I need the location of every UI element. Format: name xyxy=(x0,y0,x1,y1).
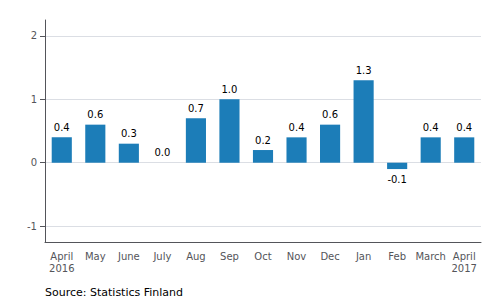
svg-text:Source: Statistics Finland: Source: Statistics Finland xyxy=(45,286,183,299)
svg-text:1.3: 1.3 xyxy=(356,65,372,76)
svg-text:March: March xyxy=(415,251,445,262)
svg-text:2: 2 xyxy=(31,30,37,41)
svg-text:April: April xyxy=(453,251,476,262)
svg-text:2017: 2017 xyxy=(452,263,477,274)
svg-text:Dec: Dec xyxy=(320,251,339,262)
svg-text:Sep: Sep xyxy=(220,251,239,262)
svg-text:June: June xyxy=(117,251,140,262)
svg-text:Aug: Aug xyxy=(186,251,206,262)
svg-text:0.3: 0.3 xyxy=(121,128,137,139)
svg-text:Oct: Oct xyxy=(254,251,271,262)
svg-text:Feb: Feb xyxy=(388,251,406,262)
svg-text:0.7: 0.7 xyxy=(188,103,204,114)
svg-text:0.6: 0.6 xyxy=(87,109,103,120)
svg-text:0.0: 0.0 xyxy=(154,147,170,158)
svg-text:0.2: 0.2 xyxy=(255,135,271,146)
svg-text:0.4: 0.4 xyxy=(423,122,439,133)
svg-text:July: July xyxy=(152,251,171,262)
svg-text:1.0: 1.0 xyxy=(222,84,238,95)
svg-text:0.4: 0.4 xyxy=(456,122,472,133)
svg-text:2016: 2016 xyxy=(49,263,74,274)
svg-text:Nov: Nov xyxy=(287,251,307,262)
svg-text:0.4: 0.4 xyxy=(289,122,305,133)
svg-text:Jan: Jan xyxy=(355,251,371,262)
svg-text:-0.1: -0.1 xyxy=(387,174,407,185)
svg-text:0: 0 xyxy=(31,157,37,168)
svg-text:-1: -1 xyxy=(27,221,37,232)
svg-text:1: 1 xyxy=(31,94,37,105)
svg-text:May: May xyxy=(85,251,106,262)
svg-text:April: April xyxy=(50,251,73,262)
svg-text:0.6: 0.6 xyxy=(322,109,338,120)
svg-text:0.4: 0.4 xyxy=(54,122,70,133)
